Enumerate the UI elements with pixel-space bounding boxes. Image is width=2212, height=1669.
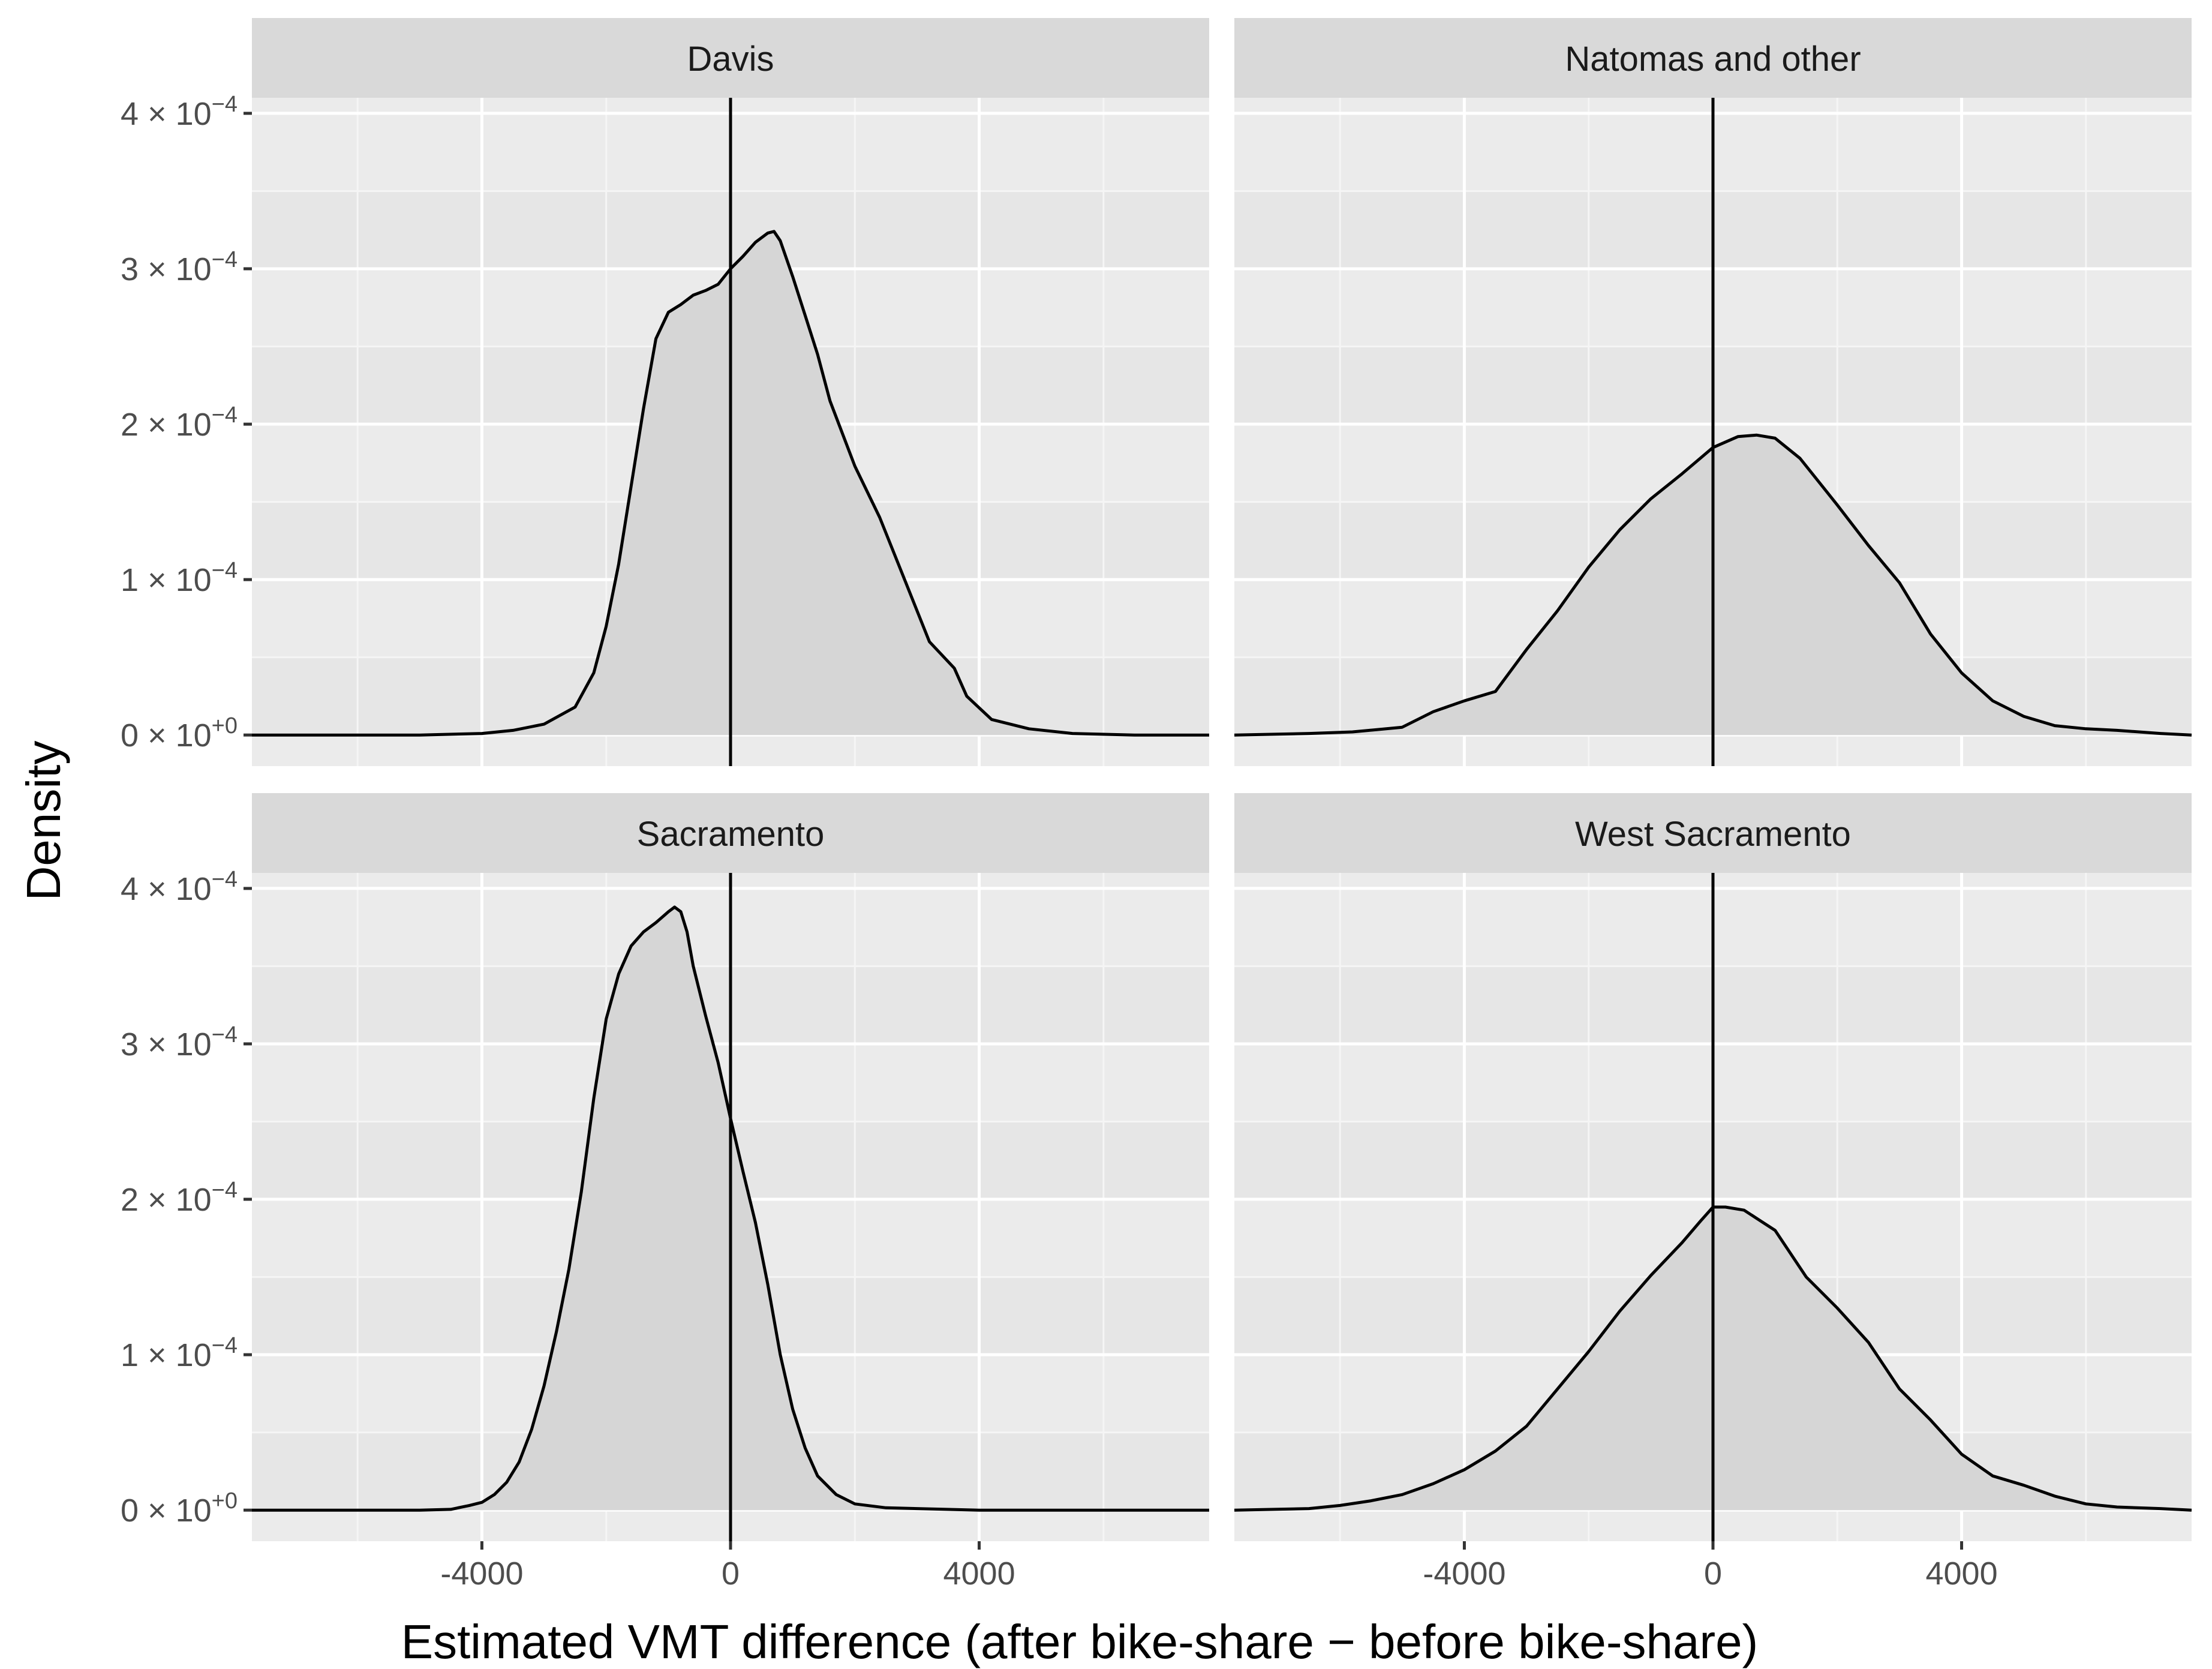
y-axis-title: Density <box>17 741 70 901</box>
y-tick-label: 4 × 10−4 <box>121 867 238 907</box>
x-tick-label: 4000 <box>943 1556 1015 1592</box>
x-tick-label: -4000 <box>440 1556 523 1592</box>
x-tick-label: 0 <box>722 1556 740 1592</box>
panel-west-sacramento-density-line <box>1234 1205 2192 1512</box>
panel-davis-density-line <box>252 230 1209 737</box>
x-axis-title: Estimated VMT difference (after bike-sha… <box>401 1615 1759 1668</box>
panel-sacramento-strip <box>252 793 1209 873</box>
panel-west-sacramento-strip-title: West Sacramento <box>1575 815 1851 854</box>
panel-davis-strip-title: Davis <box>687 40 774 79</box>
y-tick-label: 3 × 10−4 <box>121 1022 238 1062</box>
y-tick-label: 0 × 10+0 <box>121 713 238 754</box>
panel-natomas-density-line <box>1234 433 2192 737</box>
panel-natomas-strip <box>1234 18 2192 98</box>
panel-natomas-strip-title: Natomas and other <box>1565 40 1861 79</box>
x-axis-right: -4000 0 4000 <box>1423 1541 1998 1592</box>
panel-davis: Davis <box>252 18 1209 766</box>
y-tick-label: 2 × 10−4 <box>121 1178 238 1218</box>
panel-sacramento: Sacramento <box>252 793 1209 1541</box>
panel-davis-strip <box>252 18 1209 98</box>
panel-natomas: Natomas and other <box>1234 18 2192 766</box>
y-axis-top: 0 × 10+0 1 × 10−4 2 × 10−4 3 × 10−4 4 × 10−4 <box>121 92 252 754</box>
x-tick-label: 0 <box>1704 1556 1722 1592</box>
y-tick-label: 2 × 10−4 <box>121 403 238 443</box>
panel-west-sacramento: West Sacramento <box>1234 793 2192 1541</box>
y-tick-label: 1 × 10−4 <box>121 558 238 598</box>
y-tick-label: 3 × 10−4 <box>121 247 238 287</box>
panel-sacramento-strip-title: Sacramento <box>637 815 825 854</box>
x-axis-left: -4000 0 4000 <box>440 1541 1015 1592</box>
y-axis-bottom: 0 × 10+0 1 × 10−4 2 × 10−4 3 × 10−4 4 × 10−4 <box>121 867 252 1529</box>
y-tick-label: 1 × 10−4 <box>121 1333 238 1373</box>
x-tick-label: 4000 <box>1925 1556 1997 1592</box>
x-tick-label: -4000 <box>1423 1556 1505 1592</box>
panel-west-sacramento-strip <box>1234 793 2192 873</box>
y-tick-label: 0 × 10+0 <box>121 1488 238 1529</box>
panel-sacramento-density-line <box>252 905 1209 1512</box>
y-tick-label: 4 × 10−4 <box>121 92 238 132</box>
